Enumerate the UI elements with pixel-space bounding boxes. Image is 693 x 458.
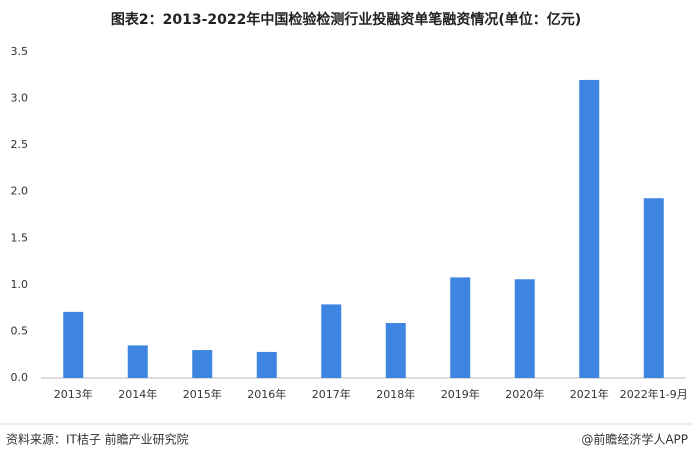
x-tick-label: 2013年 [54, 387, 93, 401]
x-tick-label: 2019年 [441, 387, 480, 401]
x-tick-label: 2018年 [376, 387, 415, 401]
y-tick-label: 1.0 [11, 278, 29, 291]
bar [192, 350, 213, 378]
bar [450, 277, 471, 378]
y-tick-label: 0.0 [11, 371, 29, 384]
x-tick-label: 2017年 [312, 387, 351, 401]
bar [127, 345, 148, 378]
bar [514, 279, 535, 378]
y-tick-label: 0.5 [11, 324, 29, 337]
bar [256, 351, 277, 378]
chart-title: 图表2：2013-2022年中国检验检测行业投融资单笔融资情况(单位：亿元) [111, 11, 581, 28]
x-tick-label: 2016年 [247, 387, 286, 401]
bar [643, 198, 664, 378]
x-tick-label: 2021年 [570, 387, 609, 401]
bar [321, 304, 342, 378]
y-tick-label: 3.0 [11, 92, 29, 105]
y-tick-label: 2.5 [11, 138, 29, 151]
x-tick-label: 2014年 [118, 387, 157, 401]
y-tick-label: 3.5 [11, 45, 29, 58]
x-tick-label: 2015年 [183, 387, 222, 401]
x-tick-label: 2020年 [505, 387, 544, 401]
source: 资料来源：IT桔子 前瞻产业研究院 [6, 432, 189, 447]
y-tick-label: 2.0 [11, 185, 29, 198]
y-tick-label: 1.5 [11, 231, 29, 244]
bar [385, 323, 406, 378]
bar [579, 79, 600, 378]
credit: @前瞻经济学人APP [581, 432, 688, 447]
x-tick-label: 2022年1-9月 [620, 387, 688, 401]
bar [63, 311, 84, 378]
